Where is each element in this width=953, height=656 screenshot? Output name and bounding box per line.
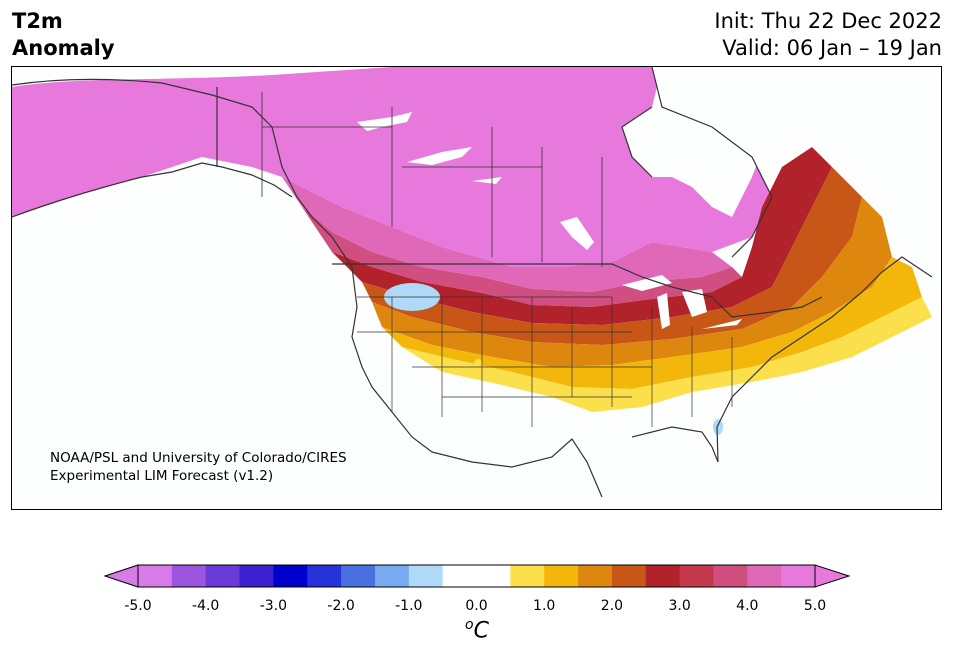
colorbar [103, 564, 851, 588]
colorbar-tick-label: 5.0 [803, 598, 827, 614]
colorbar-segment [239, 565, 274, 587]
unit-celsius: C [473, 618, 489, 644]
colorbar-tick-label: -1.0 [395, 598, 423, 614]
colorbar-segment [781, 565, 816, 587]
warm-spot-utah [474, 359, 482, 369]
anomaly-band-4 [302, 207, 742, 307]
coastline-pacific [12, 78, 433, 453]
colorbar-tick-label: -3.0 [259, 598, 288, 614]
credit-text: NOAA/PSL and University of Colorado/CIRE… [50, 449, 347, 485]
colorbar-segment [341, 565, 376, 587]
colorbar-segment [747, 565, 782, 587]
anomaly-band-4.5 [282, 177, 732, 292]
credit-line-2: Experimental LIM Forecast (v1.2) [50, 468, 274, 484]
lake-great-slave [407, 147, 472, 165]
anomaly-fills [12, 67, 932, 435]
colorbar-tick-label: -4.0 [192, 598, 220, 614]
colorbar-tick-label: 1.0 [533, 598, 556, 614]
colorbar-segment [713, 565, 748, 587]
anomaly-band-2 [372, 197, 892, 367]
colorbar-outline [137, 564, 816, 588]
colorbar-segment [273, 565, 308, 587]
title-variable: T2m [12, 9, 63, 33]
colorbar-tick-label: 2.0 [600, 598, 624, 614]
anomaly-band-1.5 [382, 257, 922, 389]
lake-athabasca [472, 177, 502, 184]
colorbar-segment [611, 565, 647, 587]
border-canada-us [332, 263, 823, 318]
colorbar-segment [307, 565, 342, 587]
init-date: Init: Thu 22 Dec 2022 [714, 9, 942, 33]
lake-erie [702, 319, 742, 329]
map-outlines [12, 67, 933, 498]
anomaly-map [12, 67, 933, 498]
title-anomaly: Anomaly [12, 36, 115, 60]
valid-range: Valid: 06 Jan – 19 Jan [722, 36, 942, 60]
lake-superior [622, 275, 672, 291]
colorbar-segment [171, 565, 207, 587]
colorbar-segment [679, 565, 714, 587]
colorbar-unit: oC [465, 617, 489, 643]
colorbar-segment [578, 565, 613, 587]
colorbar-segment [476, 565, 511, 587]
lake-huron [682, 289, 707, 317]
hudson-bay [622, 67, 767, 217]
colorbar-tick-label: 0.0 [465, 598, 488, 614]
colorbar-tick-label: -2.0 [327, 598, 355, 614]
colorbar-segment [442, 565, 477, 587]
colorbar-tick-label: 3.0 [668, 598, 691, 614]
colorbar-over-arrow [814, 564, 851, 588]
colorbar-segments [138, 565, 816, 587]
colorbar-segment [544, 565, 579, 587]
coastline-gulf [431, 426, 719, 498]
state-lines [357, 296, 733, 427]
lake-winnipeg [560, 217, 594, 250]
colorbar-under-arrow [103, 564, 139, 588]
coastline-alaska [12, 162, 293, 218]
coastline-hudson-bay [621, 67, 773, 258]
coastline-atlantic [716, 256, 933, 463]
map-title: T2m Anomaly [12, 8, 115, 62]
colorbar-segment [138, 565, 173, 587]
colorbar-segment [645, 565, 681, 587]
colorbar-segment [408, 565, 444, 587]
map-panel: NOAA/PSL and University of Colorado/CIRE… [11, 66, 942, 510]
lake-michigan [657, 293, 670, 329]
lake-great-bear [357, 112, 412, 131]
unit-degree: o [465, 617, 474, 633]
colorbar-segment [374, 565, 410, 587]
colorbar-segment [510, 565, 545, 587]
province-lines [261, 92, 603, 267]
forecast-dates: Init: Thu 22 Dec 2022 Valid: 06 Jan – 19… [714, 8, 942, 62]
colorbar-tick-label: -5.0 [124, 598, 152, 614]
colorbar-segment [205, 565, 241, 587]
credit-line-1: NOAA/PSL and University of Colorado/CIRE… [50, 450, 347, 466]
anomaly-band-1 [402, 297, 932, 412]
colorbar-tick-label: 4.0 [736, 598, 759, 614]
cold-patch-florida [713, 419, 723, 435]
